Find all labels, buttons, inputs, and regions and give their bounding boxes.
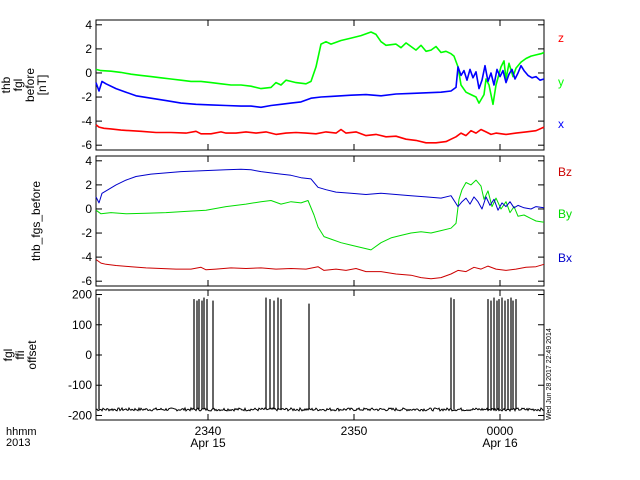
y-tick-label: 0 [85, 202, 92, 216]
series-line-z [95, 124, 545, 144]
legend-entry-x: x [558, 117, 564, 131]
series-line-bx [95, 168, 545, 211]
y-axis-label-line: [nT] [35, 75, 49, 96]
panel-thb-fgs-before: -6 -4 -2 0 2 4 thb_fgs_before Bz By Bx [29, 154, 572, 288]
y-tick-label: -2 [81, 226, 92, 240]
series-group [95, 297, 544, 412]
x-axis-corner-label-2: 2013 [6, 437, 30, 449]
series-line-x [95, 64, 545, 109]
series-line-y [95, 31, 545, 106]
legend-entry-bx: Bx [558, 251, 572, 265]
y-axis-label: thb_fgs_before [29, 181, 43, 261]
y-tick-label: 4 [85, 154, 92, 168]
y-axis-label-line: thb_fgs_before [29, 181, 43, 261]
y-tick-label: 100 [72, 318, 92, 332]
y-axis-label-line: ffi [13, 350, 27, 359]
y-axis-label-line: fgl [11, 79, 25, 92]
y-ticks: -6 -4 -2 0 2 4 [81, 18, 544, 152]
y-axis-label-line: before [23, 68, 37, 102]
y-axis-label-line: thb [0, 76, 13, 93]
x-tick-label: 2340 [195, 424, 222, 438]
y-tick-label: -6 [81, 274, 92, 288]
y-axis-label-line: offset [25, 340, 39, 370]
x-tick-date-label: Apr 16 [482, 436, 518, 450]
y-ticks: -200 -100 0 100 200 [68, 288, 544, 422]
x-axis-corner-label-1: hhmm [6, 426, 37, 438]
x-tick-date-label: Apr 15 [190, 436, 226, 450]
series-group [95, 168, 545, 280]
timestamp-stamp: Wed Jun 28 2017 22:49 2014 [546, 328, 553, 420]
legend: z y x [558, 31, 564, 131]
y-ticks: -6 -4 -2 0 2 4 [81, 154, 544, 288]
y-tick-label: -2 [81, 90, 92, 104]
x-tick-label: 2350 [341, 424, 368, 438]
y-tick-label: 2 [85, 42, 92, 56]
panel-frame [95, 155, 545, 287]
y-tick-label: -100 [68, 378, 92, 392]
y-tick-label: 0 [85, 348, 92, 362]
legend-entry-by: By [558, 207, 572, 221]
y-tick-label: 4 [85, 18, 92, 32]
series-line-by [95, 179, 545, 251]
series-group [95, 31, 545, 144]
y-tick-label: -200 [68, 408, 92, 422]
legend-entry-z: z [558, 31, 564, 45]
legend-entry-bz: Bz [558, 165, 572, 179]
series-line-bz [95, 259, 545, 280]
series-line-baseline [95, 406, 544, 412]
panel-frame [95, 19, 545, 151]
y-tick-label: -6 [81, 138, 92, 152]
y-tick-label: -4 [81, 250, 92, 264]
legend: Bz By Bx [558, 165, 572, 265]
y-tick-label: -4 [81, 114, 92, 128]
panel-frame [95, 289, 545, 421]
y-axis-label-line: fgl [1, 349, 15, 362]
legend-entry-y: y [558, 75, 564, 89]
y-tick-label: 2 [85, 178, 92, 192]
y-tick-label: 0 [85, 66, 92, 80]
x-tick-label: 0000 [487, 424, 514, 438]
y-tick-label: 200 [72, 288, 92, 302]
